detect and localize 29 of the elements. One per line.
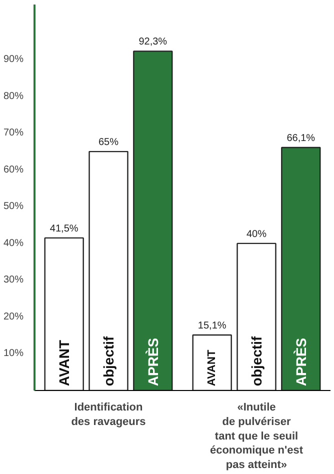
y-tick-label: 80% bbox=[3, 90, 24, 102]
y-tick-label: 30% bbox=[3, 274, 24, 286]
bar bbox=[88, 150, 128, 390]
bar bbox=[281, 146, 321, 390]
text: APRÈS bbox=[292, 338, 309, 386]
data-label: 40% bbox=[246, 228, 267, 240]
bar bbox=[236, 242, 276, 390]
series-label: AVANT bbox=[56, 340, 72, 386]
bar bbox=[44, 237, 84, 390]
y-tick-label: 90% bbox=[3, 54, 24, 66]
data-label: 15,1% bbox=[198, 320, 226, 332]
series-label: APRÈS bbox=[144, 338, 161, 386]
bar bbox=[192, 334, 232, 390]
y-tick-label: 70% bbox=[3, 128, 24, 139]
data-label: 66,1% bbox=[286, 132, 316, 144]
y-tick-label: 20% bbox=[3, 311, 24, 322]
series-label: objectif bbox=[100, 336, 116, 386]
y-tick-label: 60% bbox=[3, 164, 24, 176]
bar bbox=[133, 50, 173, 390]
x-tick-label: «Inutile de pulvériser tant que le seuil économique n'est pas atteint» bbox=[210, 402, 304, 472]
data-label: 92,3% bbox=[138, 36, 168, 48]
data-label: 41,5% bbox=[50, 223, 78, 234]
y-tick-label: 40% bbox=[3, 238, 24, 249]
text: AVANT bbox=[206, 350, 218, 386]
y-tick-label: 10% bbox=[3, 348, 24, 360]
x-tick-label: Identification des ravageurs bbox=[71, 402, 146, 428]
y-tick-label: 50% bbox=[3, 201, 24, 212]
text: objectif bbox=[248, 336, 264, 386]
data-label: 65% bbox=[98, 136, 119, 148]
